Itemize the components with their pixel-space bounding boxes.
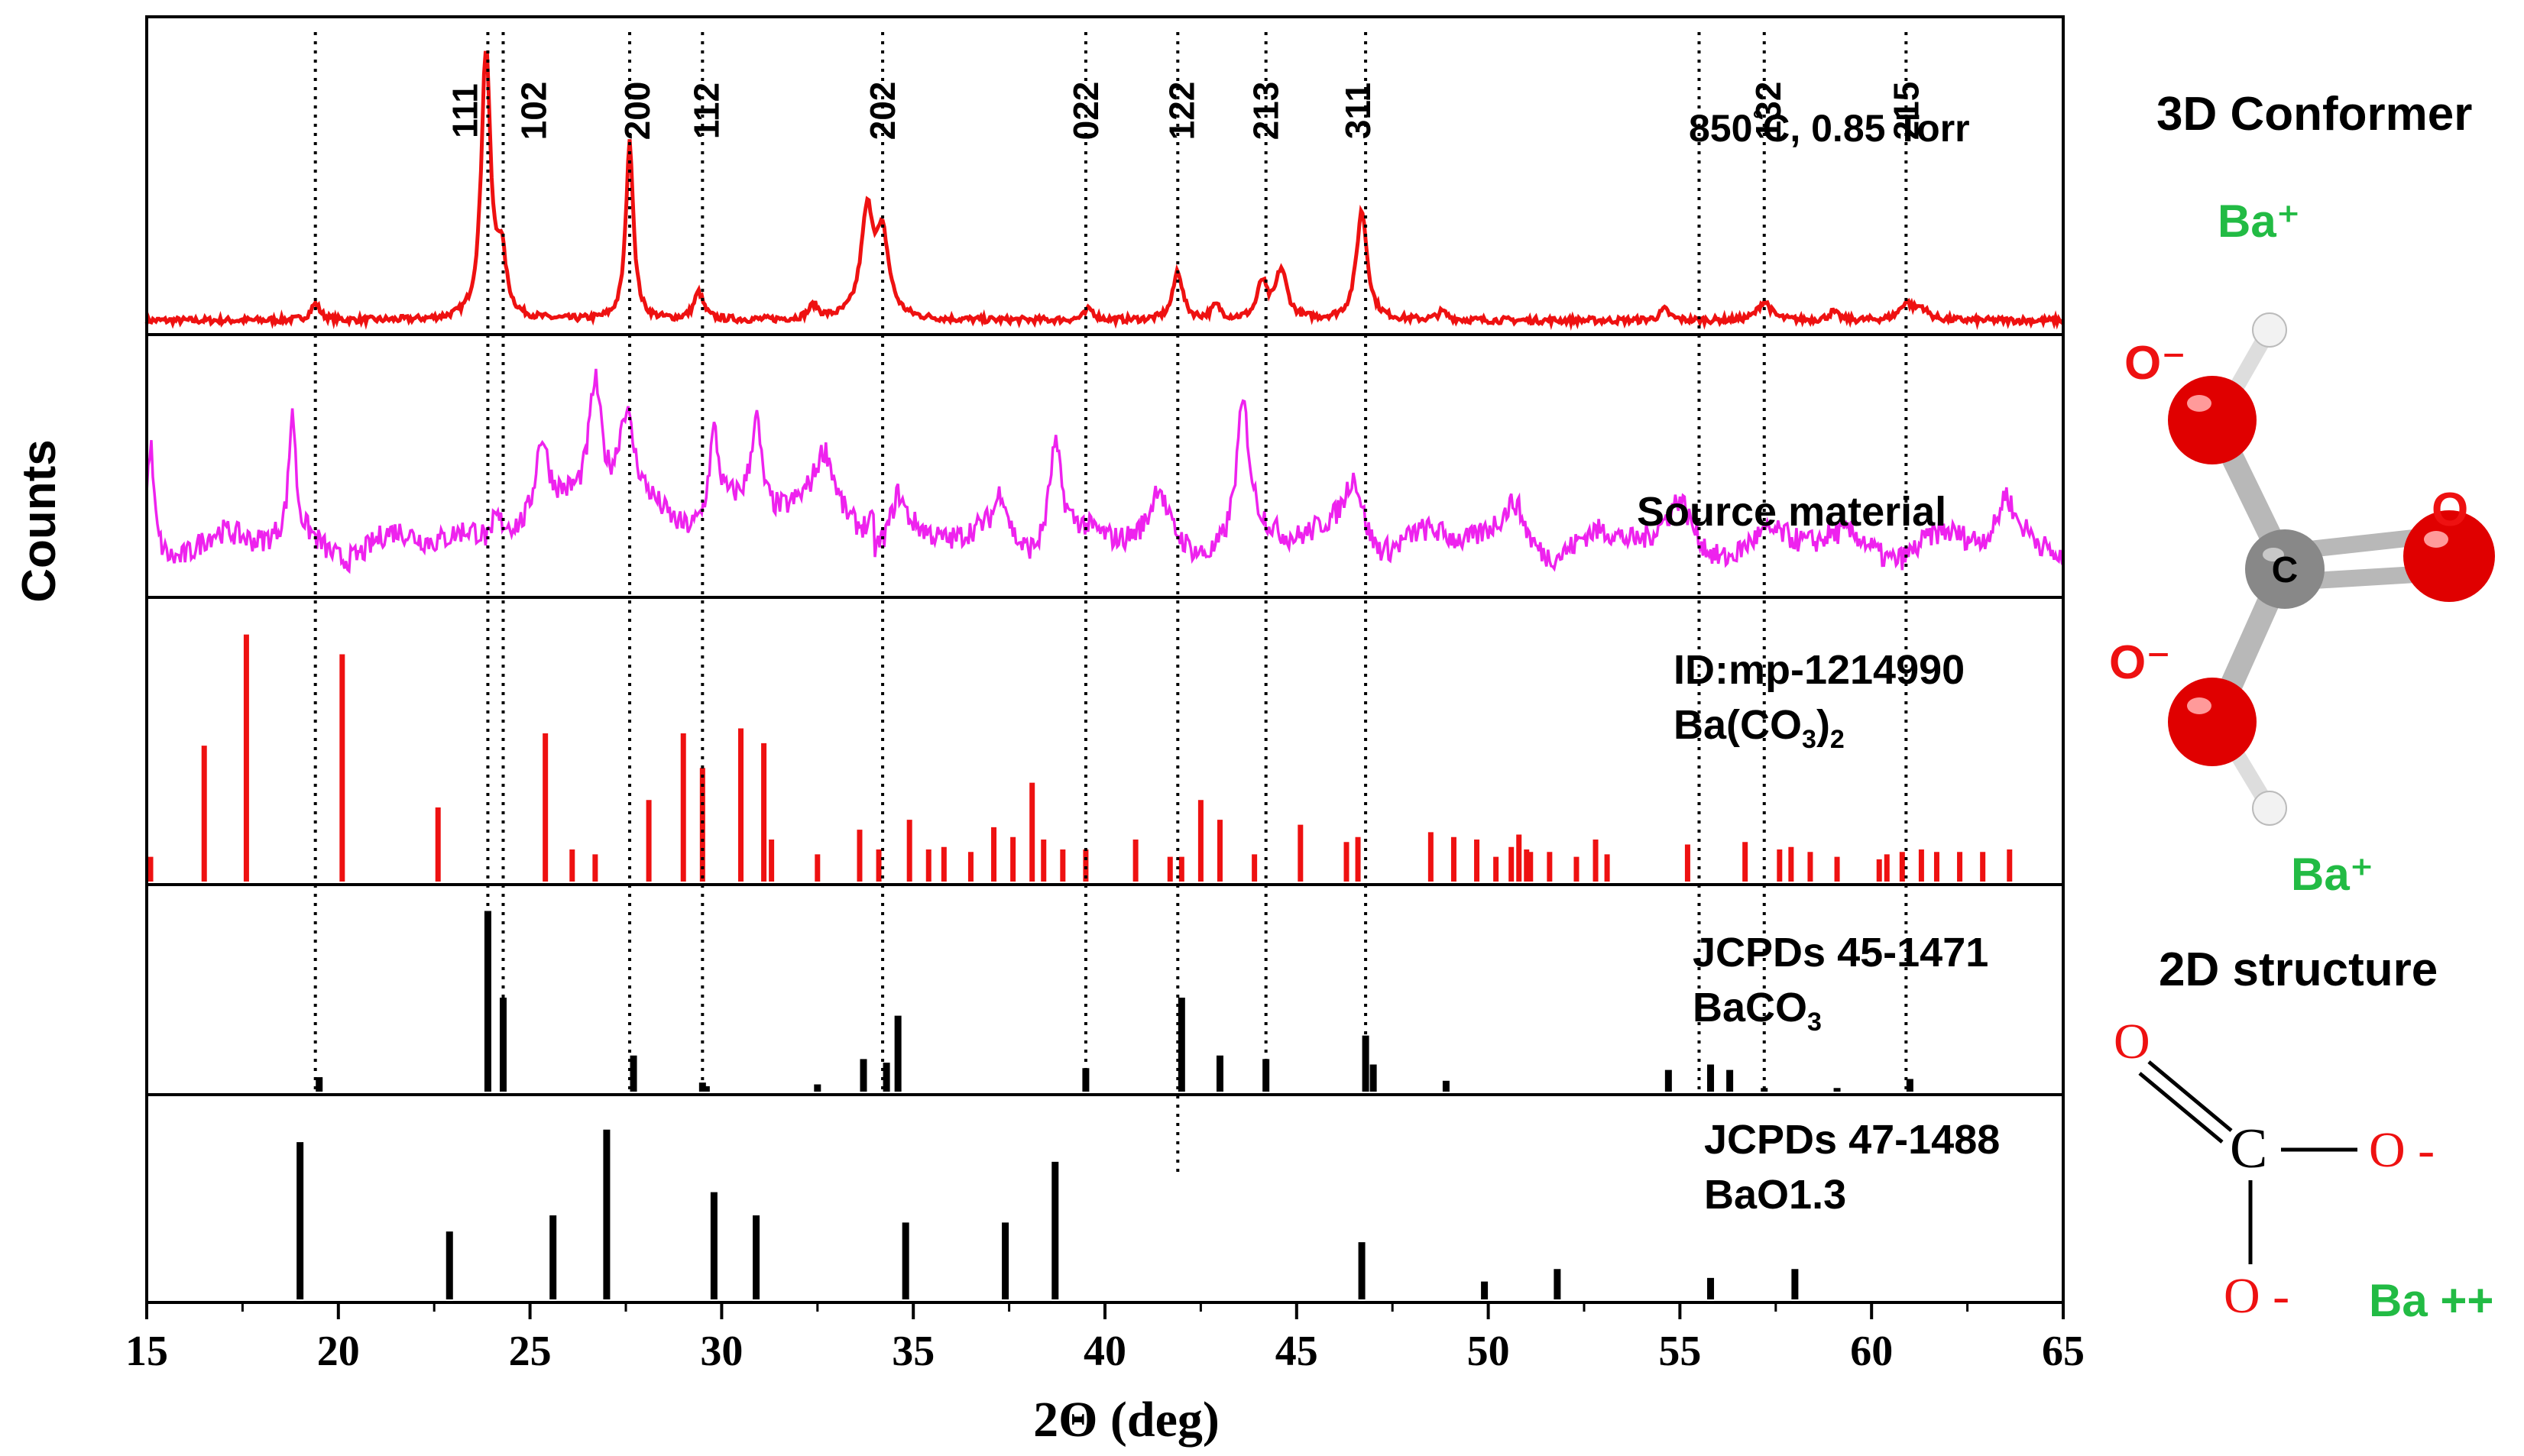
miller-index-label: 213	[1246, 82, 1286, 141]
panel-label-jcpds47-1488: JCPDs 47-1488	[1704, 1117, 2000, 1163]
miller-index-label: 022	[1066, 82, 1106, 141]
double-bond-a	[2147, 1060, 2233, 1132]
y-axis-label: Counts	[13, 439, 66, 603]
conformer-title: 3D Conformer	[2156, 88, 2472, 141]
miller-index-label: 122	[1162, 82, 1201, 141]
x-tick-label: 25	[509, 1328, 552, 1375]
panel-label-mp1214990: Ba(CO3)2	[1673, 702, 1845, 754]
o-double-label: O	[2432, 484, 2468, 536]
oxygen-atom-double	[2403, 510, 2495, 602]
ba-plus-bottom-label: Ba⁺	[2291, 849, 2373, 900]
x-tick-label: 65	[2042, 1328, 2085, 1375]
xrd-pattern-850C	[144, 50, 2066, 332]
c-center: C	[2230, 1118, 2267, 1180]
panel-label-mp1214990: ID:mp-1214990	[1673, 647, 1965, 693]
panel-label-source: Source material	[1637, 489, 1946, 535]
miller-index-label: 202	[863, 82, 902, 141]
x-tick-label: 55	[1658, 1328, 1701, 1375]
highlight	[2187, 395, 2211, 412]
structure-title: 2D structure	[2159, 943, 2438, 996]
o-right: O -	[2369, 1122, 2435, 1178]
miller-index-label: 112	[686, 83, 726, 139]
miller-index-label: 200	[617, 82, 657, 141]
hydrogen-atom-lower	[2252, 791, 2287, 826]
structure-2d: O C O - O - Ba ++	[2114, 1014, 2493, 1326]
x-tick-label: 60	[1850, 1328, 1893, 1375]
panel-label-jcpds45-1471: JCPDs 45-1471	[1693, 930, 1988, 976]
o-bottom: O -	[2224, 1268, 2289, 1324]
o-minus-lower-label: O⁻	[2109, 636, 2171, 689]
panel-label-jcpds45-1471: BaCO3	[1693, 985, 1822, 1037]
hydrogen-atom-upper	[2252, 312, 2287, 348]
highlight	[2424, 531, 2448, 548]
highlight	[2187, 697, 2211, 714]
miller-index-label: 311	[1338, 83, 1378, 139]
oxygen-atom-lower	[2168, 678, 2257, 766]
panel-label-850C: 850°C, 0.85 Torr	[1689, 105, 1970, 150]
x-tick-label: 45	[1275, 1328, 1318, 1375]
miller-index-label: 102	[514, 82, 554, 141]
x-tick-label: 30	[700, 1328, 743, 1375]
molecule-3d: C	[2168, 312, 2495, 826]
miller-index-label: 215	[1886, 82, 1926, 141]
x-axis-label: 2Θ (deg)	[1033, 1392, 1220, 1448]
x-tick-label: 40	[1084, 1328, 1126, 1375]
ba-plus-plus: Ba ++	[2369, 1275, 2493, 1326]
carbon-atom	[2245, 529, 2325, 609]
x-tick-label: 50	[1467, 1328, 1510, 1375]
double-bond-b	[2138, 1072, 2224, 1144]
o-top: O	[2114, 1014, 2150, 1069]
miller-index-label: 132	[1748, 82, 1788, 141]
ba-plus-top-label: Ba⁺	[2218, 196, 2300, 247]
side-panel: 3D Conformer Ba⁺ C O⁻ O⁻ O Ba⁺ 2D struct…	[2109, 88, 2495, 1326]
xrd-pattern-source	[145, 368, 2065, 574]
x-tick-label: 20	[317, 1328, 360, 1375]
highlight	[2263, 548, 2284, 561]
miller-index-label: 111	[445, 83, 484, 138]
carbon-label: C	[2272, 550, 2299, 590]
plot-area: 850°C, 0.85 Torr 111 102 200 112 202 022 122 213…	[125, 15, 2085, 1375]
o-minus-upper-label: O⁻	[2124, 337, 2186, 390]
x-tick-label: 35	[892, 1328, 935, 1375]
panel-label-jcpds47-1488: BaO1.3	[1704, 1172, 1846, 1218]
x-tick-label: 15	[125, 1328, 168, 1375]
